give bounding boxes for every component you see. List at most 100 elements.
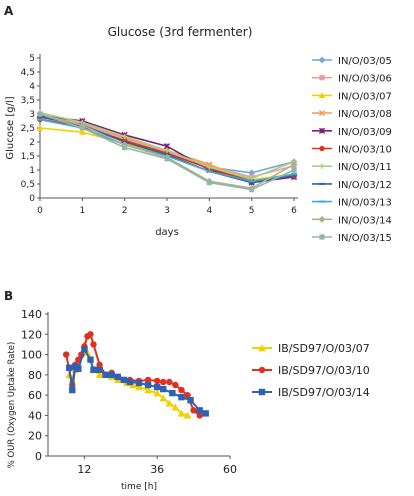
data-point — [178, 386, 185, 394]
data-point — [154, 383, 161, 391]
data-point — [81, 346, 88, 353]
data-point — [144, 376, 152, 384]
data-point — [206, 170, 213, 173]
y-tick-label: 80 — [28, 369, 42, 382]
data-point — [36, 124, 44, 131]
y-tick-label: 20 — [28, 430, 42, 443]
data-point — [171, 403, 180, 411]
y-tick-label: 0 — [35, 450, 42, 463]
y-tick-label: 5 — [29, 54, 35, 64]
legend-marker — [318, 215, 326, 223]
data-point — [291, 167, 297, 173]
x-tick-label: 60 — [223, 463, 237, 476]
data-point — [172, 381, 179, 389]
legend-entry: IN/O/03/11 — [312, 162, 392, 173]
data-point — [290, 161, 298, 168]
panel-label-b: B — [4, 289, 14, 303]
legend-marker — [319, 234, 325, 240]
data-point — [135, 383, 143, 391]
data-point — [196, 407, 203, 414]
x-axis-label: days — [155, 227, 179, 238]
x-tick-label: 6 — [291, 206, 297, 216]
y-tick-label: 120 — [21, 328, 42, 341]
data-point — [79, 129, 86, 135]
data-point — [122, 145, 128, 151]
legend-label: IN/O/03/06 — [338, 74, 392, 85]
legend-label: IB/SD97/O/03/07 — [278, 342, 370, 355]
panel-label-a: A — [4, 4, 14, 18]
legend-marker — [319, 145, 325, 152]
legend-marker — [318, 182, 326, 185]
y-tick-label: 1,5 — [21, 152, 35, 162]
x-tick-label: 0 — [37, 206, 43, 216]
data-point — [290, 173, 298, 176]
legend-label: IB/SD97/O/03/14 — [278, 386, 370, 399]
legend-marker — [258, 366, 266, 374]
data-point — [206, 180, 212, 186]
legend-marker — [318, 127, 326, 134]
legend-label: IN/O/03/10 — [338, 145, 392, 156]
legend-entry: IN/O/03/13 — [312, 198, 392, 209]
data-point — [144, 386, 152, 394]
data-point — [87, 331, 94, 338]
legend-marker — [319, 75, 325, 81]
data-point — [37, 111, 43, 117]
legend-label: IN/O/03/08 — [338, 109, 392, 120]
data-point — [108, 371, 115, 379]
data-point — [165, 399, 174, 407]
y-tick-label: 4 — [29, 82, 35, 92]
legend-marker — [318, 200, 326, 203]
legend-label: IN/O/03/07 — [338, 91, 392, 102]
data-point — [190, 407, 197, 414]
y-tick-label: 2 — [29, 138, 35, 148]
legend-marker — [318, 109, 326, 117]
data-point — [153, 389, 161, 397]
data-point — [75, 365, 82, 372]
legend-marker — [318, 56, 326, 64]
chart-title: Glucose (3rd fermenter) — [108, 25, 253, 39]
x-tick-label: 4 — [206, 206, 212, 216]
data-point — [90, 341, 97, 348]
x-tick-label: 1 — [79, 206, 85, 216]
data-point — [122, 133, 128, 139]
x-tick-label: 5 — [249, 206, 255, 216]
data-point — [166, 378, 173, 386]
legend-label: IN/O/03/13 — [338, 198, 392, 209]
y-tick-label: 2,5 — [21, 124, 35, 134]
data-point — [95, 371, 104, 379]
data-point — [135, 379, 143, 387]
glucose-chart: Glucose (3rd fermenter) 0 0,5 1 1,5 2 2,5 3 3,5 4… — [5, 25, 392, 244]
data-point — [78, 121, 86, 129]
data-point — [177, 409, 186, 417]
y-tick-label: 4,5 — [21, 68, 35, 78]
data-point — [160, 385, 167, 393]
data-point — [164, 147, 170, 153]
legend-entry: IN/O/03/05 — [312, 56, 392, 67]
x-tick-label: 3 — [164, 206, 170, 216]
y-axis-label: Glucose [g/l] — [5, 96, 16, 159]
data-point — [96, 361, 103, 368]
x-tick-label: 2 — [122, 206, 128, 216]
legend-entry: IB/SD97/O/03/10 — [252, 364, 370, 377]
legend-marker — [318, 92, 326, 98]
data-point — [102, 371, 109, 379]
legend-entry: IN/O/03/06 — [312, 74, 392, 85]
legend-entry: IN/O/03/15 — [312, 233, 392, 244]
data-point — [248, 180, 255, 183]
data-point — [160, 378, 167, 386]
x-axis-label: time [h] — [121, 482, 157, 492]
data-point — [114, 373, 121, 381]
data-point — [169, 389, 176, 397]
legend-label: IN/O/03/15 — [338, 233, 392, 244]
data-point — [154, 377, 161, 385]
data-point — [249, 175, 255, 181]
data-point — [144, 381, 152, 389]
legend-label: IN/O/03/12 — [338, 180, 392, 191]
legend-marker — [319, 163, 325, 169]
y-tick-label: 0 — [29, 194, 35, 204]
legend-entry: IB/SD97/O/03/14 — [252, 386, 370, 399]
legend-entry: IN/O/03/10 — [312, 145, 392, 156]
data-point — [96, 366, 103, 373]
data-point — [164, 156, 170, 162]
y-tick-label: 3,5 — [21, 96, 35, 106]
